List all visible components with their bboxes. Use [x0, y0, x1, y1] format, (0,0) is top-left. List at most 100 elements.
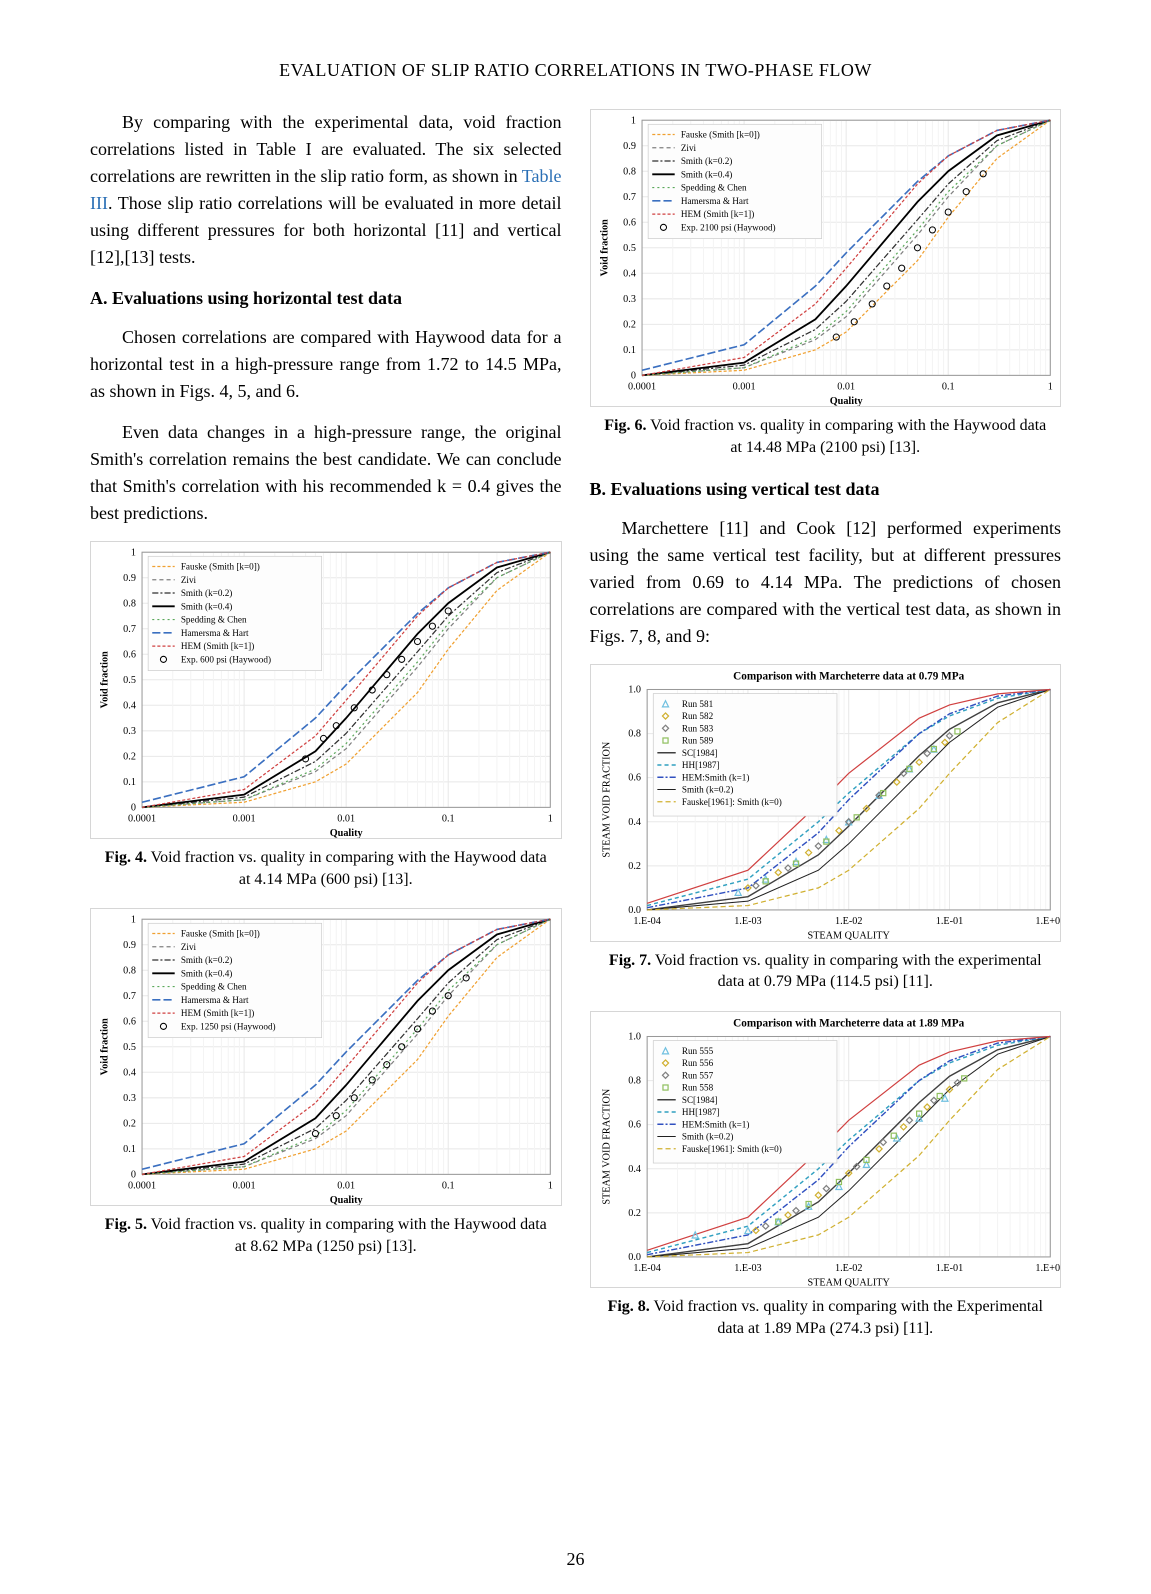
- chart-fig4: 00.10.20.30.40.50.60.70.80.910.00010.001…: [90, 541, 562, 839]
- svg-text:HH[1987]: HH[1987]: [681, 1107, 719, 1117]
- svg-text:HEM:Smith (k=1): HEM:Smith (k=1): [681, 772, 749, 782]
- svg-text:0.6: 0.6: [628, 773, 641, 784]
- svg-text:HEM (Smith [k=1]): HEM (Smith [k=1]): [181, 1008, 254, 1018]
- svg-text:Exp. 1250 psi (Haywood): Exp. 1250 psi (Haywood): [181, 1022, 276, 1032]
- svg-text:0.01: 0.01: [337, 1181, 355, 1192]
- svg-text:1: 1: [548, 1181, 553, 1192]
- svg-text:Comparison with Marcheterre da: Comparison with Marcheterre data at 0.79…: [733, 670, 964, 682]
- svg-text:0.6: 0.6: [628, 1120, 641, 1131]
- svg-text:0.4: 0.4: [123, 700, 136, 711]
- svg-text:Hamersma & Hart: Hamersma & Hart: [680, 196, 748, 206]
- svg-text:Smith (k=0.4): Smith (k=0.4): [680, 169, 732, 179]
- svg-text:0.01: 0.01: [837, 382, 855, 393]
- svg-text:Smith (k=0.2): Smith (k=0.2): [181, 955, 233, 965]
- svg-text:HH[1987]: HH[1987]: [681, 760, 719, 770]
- svg-text:Run 581: Run 581: [681, 699, 713, 709]
- svg-text:0.7: 0.7: [623, 192, 636, 203]
- svg-text:Smith (k=0.2): Smith (k=0.2): [681, 1131, 733, 1141]
- caption-fig4-label: Fig. 4.: [105, 849, 147, 866]
- svg-text:0.9: 0.9: [123, 940, 136, 951]
- chart-fig7: Comparison with Marcheterre data at 0.79…: [590, 664, 1062, 942]
- svg-text:0.8: 0.8: [123, 965, 136, 976]
- svg-text:0.8: 0.8: [628, 1076, 641, 1087]
- svg-text:Run 558: Run 558: [681, 1083, 713, 1093]
- svg-text:1.E-02: 1.E-02: [834, 916, 861, 927]
- svg-text:Fauske (Smith [k=0]): Fauske (Smith [k=0]): [181, 929, 260, 939]
- svg-text:1.E-03: 1.E-03: [734, 916, 761, 927]
- svg-text:1.E-04: 1.E-04: [633, 1263, 660, 1274]
- caption-fig5-label: Fig. 5.: [105, 1216, 147, 1233]
- svg-text:0.001: 0.001: [732, 382, 755, 393]
- svg-text:Run 582: Run 582: [681, 711, 713, 721]
- svg-text:0.1: 0.1: [123, 777, 136, 788]
- svg-text:0.4: 0.4: [623, 268, 636, 279]
- para-a1: Chosen correlations are compared with Ha…: [90, 324, 562, 405]
- svg-text:1.E+00: 1.E+00: [1035, 916, 1061, 927]
- svg-text:0.1: 0.1: [941, 382, 954, 393]
- figure-7: Comparison with Marcheterre data at 0.79…: [590, 664, 1062, 942]
- svg-text:0.6: 0.6: [123, 649, 136, 660]
- svg-text:Run 583: Run 583: [681, 724, 713, 734]
- svg-text:0.5: 0.5: [123, 675, 136, 686]
- caption-fig5-text: Void fraction vs. quality in comparing w…: [147, 1216, 547, 1255]
- svg-text:Fauske[1961]: Smith (k=0): Fauske[1961]: Smith (k=0): [681, 1144, 781, 1154]
- caption-fig4: Fig. 4. Void fraction vs. quality in com…: [98, 847, 554, 890]
- para-intro-b: . Those slip ratio correlations will be …: [90, 193, 562, 267]
- svg-text:SC[1984]: SC[1984]: [681, 748, 717, 758]
- caption-fig6-label: Fig. 6.: [604, 417, 646, 434]
- svg-text:Quality: Quality: [330, 1195, 363, 1206]
- svg-text:0.8: 0.8: [123, 598, 136, 609]
- svg-text:Fauske[1961]: Smith (k=0): Fauske[1961]: Smith (k=0): [681, 797, 781, 807]
- svg-text:Spedding & Chen: Spedding & Chen: [181, 982, 247, 992]
- svg-text:0.0: 0.0: [628, 905, 641, 916]
- svg-text:Void fraction: Void fraction: [599, 219, 610, 276]
- svg-text:0.1: 0.1: [442, 814, 455, 825]
- svg-text:1.0: 1.0: [628, 685, 641, 696]
- figure-8: Comparison with Marcheterre data at 1.89…: [590, 1011, 1062, 1289]
- svg-text:Smith (k=0.4): Smith (k=0.4): [181, 601, 233, 611]
- para-intro: By comparing with the experimental data,…: [90, 109, 562, 271]
- svg-text:1: 1: [630, 115, 635, 126]
- svg-text:0: 0: [131, 802, 136, 813]
- heading-b: B. Evaluations using vertical test data: [590, 476, 1062, 503]
- svg-text:1: 1: [1047, 382, 1052, 393]
- caption-fig8-text: Void fraction vs. quality in comparing w…: [650, 1298, 1043, 1337]
- svg-text:HEM (Smith [k=1]): HEM (Smith [k=1]): [680, 209, 753, 219]
- svg-text:0: 0: [131, 1170, 136, 1181]
- svg-text:Fauske (Smith [k=0]): Fauske (Smith [k=0]): [181, 562, 260, 572]
- svg-text:HEM (Smith [k=1]): HEM (Smith [k=1]): [181, 641, 254, 651]
- svg-text:1.E+00: 1.E+00: [1035, 1263, 1061, 1274]
- svg-text:Smith (k=0.4): Smith (k=0.4): [181, 969, 233, 979]
- svg-text:STEAM QUALITY: STEAM QUALITY: [807, 931, 890, 942]
- svg-text:Zivi: Zivi: [181, 575, 197, 585]
- svg-text:0.8: 0.8: [628, 729, 641, 740]
- svg-text:1: 1: [131, 547, 136, 558]
- caption-fig8-label: Fig. 8.: [608, 1298, 650, 1315]
- page-number: 26: [0, 1549, 1151, 1570]
- caption-fig5: Fig. 5. Void fraction vs. quality in com…: [98, 1214, 554, 1257]
- svg-text:0: 0: [630, 370, 635, 381]
- svg-text:Run 589: Run 589: [681, 736, 713, 746]
- svg-text:Zivi: Zivi: [680, 143, 696, 153]
- svg-text:Exp. 2100 psi (Haywood): Exp. 2100 psi (Haywood): [680, 222, 775, 232]
- svg-text:Quality: Quality: [330, 828, 363, 839]
- para-a2: Even data changes in a high-pressure ran…: [90, 419, 562, 527]
- svg-text:Fauske (Smith [k=0]): Fauske (Smith [k=0]): [680, 130, 759, 140]
- svg-text:0.0001: 0.0001: [128, 814, 156, 825]
- svg-text:1: 1: [131, 914, 136, 925]
- two-column-layout: By comparing with the experimental data,…: [90, 109, 1061, 1358]
- left-column: By comparing with the experimental data,…: [90, 109, 562, 1358]
- svg-text:Smith (k=0.2): Smith (k=0.2): [181, 588, 233, 598]
- para-b1: Marchettere [11] and Cook [12] performed…: [590, 515, 1062, 650]
- figure-5: 00.10.20.30.40.50.60.70.80.910.00010.001…: [90, 908, 562, 1206]
- svg-text:1.0: 1.0: [628, 1031, 641, 1042]
- svg-text:0.2: 0.2: [123, 1119, 136, 1130]
- caption-fig7: Fig. 7. Void fraction vs. quality in com…: [598, 950, 1054, 993]
- page-header: EVALUATION OF SLIP RATIO CORRELATIONS IN…: [90, 60, 1061, 81]
- svg-text:Run 556: Run 556: [681, 1058, 713, 1068]
- svg-text:STEAM QUALITY: STEAM QUALITY: [807, 1277, 890, 1288]
- svg-text:1.E-03: 1.E-03: [734, 1263, 761, 1274]
- svg-text:Quality: Quality: [829, 396, 862, 407]
- chart-fig6: 00.10.20.30.40.50.60.70.80.910.00010.001…: [590, 109, 1062, 407]
- svg-text:0.4: 0.4: [628, 817, 641, 828]
